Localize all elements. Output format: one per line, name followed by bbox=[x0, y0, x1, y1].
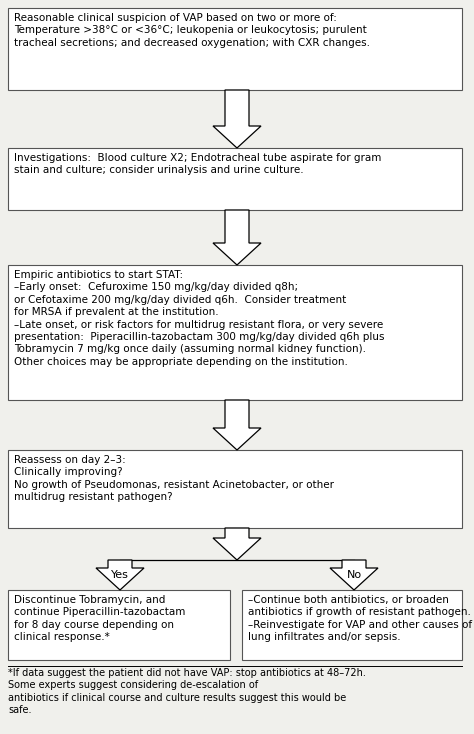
Bar bbox=[8, 590, 230, 660]
Text: No: No bbox=[346, 570, 362, 580]
Polygon shape bbox=[213, 210, 261, 265]
Text: Yes: Yes bbox=[111, 570, 129, 580]
Bar bbox=[8, 148, 462, 210]
Polygon shape bbox=[330, 560, 378, 590]
Text: *If data suggest the patient did not have VAP: stop antibiotics at 48–72h.
Some : *If data suggest the patient did not hav… bbox=[8, 668, 366, 715]
Text: Discontinue Tobramycin, and
continue Piperacillin-tazobactam
for 8 day course de: Discontinue Tobramycin, and continue Pip… bbox=[14, 595, 185, 642]
Text: –Continue both antibiotics, or broaden
antibiotics if growth of resistant pathog: –Continue both antibiotics, or broaden a… bbox=[248, 595, 472, 642]
Bar bbox=[242, 590, 462, 660]
Polygon shape bbox=[96, 560, 144, 590]
Bar bbox=[8, 265, 462, 400]
Polygon shape bbox=[213, 400, 261, 450]
Polygon shape bbox=[213, 90, 261, 148]
Bar bbox=[8, 450, 462, 528]
Text: Reassess on day 2–3:
Clinically improving?
No growth of Pseudomonas, resistant A: Reassess on day 2–3: Clinically improvin… bbox=[14, 455, 334, 502]
Text: Reasonable clinical suspicion of VAP based on two or more of:
Temperature >38°C : Reasonable clinical suspicion of VAP bas… bbox=[14, 13, 370, 48]
Text: Empiric antibiotics to start STAT:
–Early onset:  Cefuroxime 150 mg/kg/day divid: Empiric antibiotics to start STAT: –Earl… bbox=[14, 270, 384, 367]
Bar bbox=[8, 8, 462, 90]
Polygon shape bbox=[213, 528, 261, 560]
Text: Investigations:  Blood culture X2; Endotracheal tube aspirate for gram
stain and: Investigations: Blood culture X2; Endotr… bbox=[14, 153, 382, 175]
